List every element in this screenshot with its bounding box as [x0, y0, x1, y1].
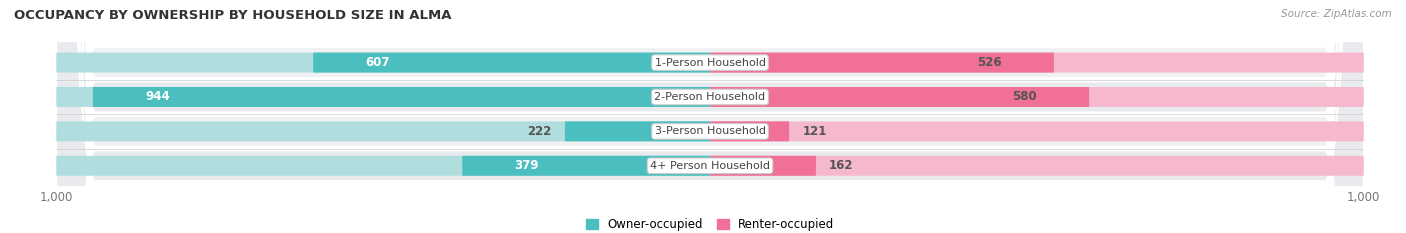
Text: 222: 222 [527, 125, 551, 138]
FancyBboxPatch shape [710, 53, 1054, 72]
FancyBboxPatch shape [56, 0, 1364, 233]
Text: 1-Person Household: 1-Person Household [655, 58, 765, 68]
FancyBboxPatch shape [56, 156, 710, 176]
FancyBboxPatch shape [56, 0, 1364, 233]
Text: 526: 526 [977, 56, 1001, 69]
Text: 580: 580 [1012, 90, 1038, 103]
FancyBboxPatch shape [463, 156, 710, 176]
Legend: Owner-occupied, Renter-occupied: Owner-occupied, Renter-occupied [586, 218, 834, 231]
FancyBboxPatch shape [710, 121, 789, 141]
Text: OCCUPANCY BY OWNERSHIP BY HOUSEHOLD SIZE IN ALMA: OCCUPANCY BY OWNERSHIP BY HOUSEHOLD SIZE… [14, 9, 451, 22]
Text: 4+ Person Household: 4+ Person Household [650, 161, 770, 171]
Text: 2-Person Household: 2-Person Household [654, 92, 766, 102]
Text: 121: 121 [803, 125, 827, 138]
FancyBboxPatch shape [710, 87, 1090, 107]
FancyBboxPatch shape [93, 87, 710, 107]
Text: Source: ZipAtlas.com: Source: ZipAtlas.com [1281, 9, 1392, 19]
FancyBboxPatch shape [710, 121, 1364, 141]
FancyBboxPatch shape [710, 156, 1364, 176]
FancyBboxPatch shape [710, 53, 1364, 72]
FancyBboxPatch shape [56, 0, 1364, 233]
FancyBboxPatch shape [56, 121, 710, 141]
FancyBboxPatch shape [314, 53, 710, 72]
Text: 944: 944 [145, 90, 170, 103]
FancyBboxPatch shape [56, 53, 710, 72]
FancyBboxPatch shape [56, 87, 710, 107]
FancyBboxPatch shape [710, 87, 1364, 107]
Text: 3-Person Household: 3-Person Household [655, 126, 765, 136]
Text: 162: 162 [830, 159, 853, 172]
FancyBboxPatch shape [565, 121, 710, 141]
Text: 607: 607 [366, 56, 389, 69]
Text: 379: 379 [515, 159, 538, 172]
FancyBboxPatch shape [710, 156, 815, 176]
FancyBboxPatch shape [56, 0, 1364, 233]
